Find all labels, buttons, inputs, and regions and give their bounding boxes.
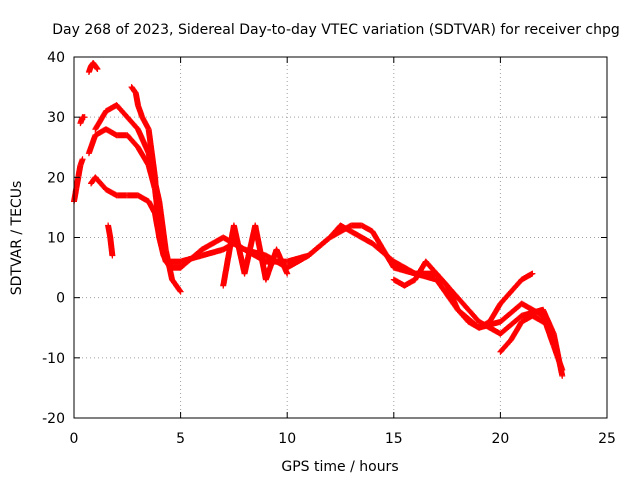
series-trace-3 bbox=[85, 60, 101, 76]
data-series bbox=[71, 60, 566, 379]
series-band bbox=[86, 60, 100, 74]
x-tick-label: 10 bbox=[278, 431, 296, 447]
series-band bbox=[129, 84, 183, 271]
y-tick-label: 20 bbox=[47, 170, 65, 186]
x-tick-label: 15 bbox=[385, 431, 403, 447]
series-trace-11 bbox=[497, 312, 547, 355]
series-trace-10 bbox=[390, 258, 536, 331]
series-trace-7 bbox=[128, 84, 184, 271]
series-band bbox=[498, 313, 546, 354]
series-band bbox=[220, 223, 290, 288]
y-tick-label: -10 bbox=[42, 351, 65, 367]
series-trace-2 bbox=[77, 114, 88, 127]
series-band bbox=[391, 259, 535, 331]
y-tick-label: 0 bbox=[56, 291, 65, 307]
series-trace-9 bbox=[220, 222, 291, 289]
y-tick-label: 40 bbox=[47, 50, 65, 66]
series-trace-6 bbox=[92, 102, 184, 295]
x-tick-label: 25 bbox=[598, 431, 616, 447]
x-tick-label: 5 bbox=[176, 431, 185, 447]
series-band bbox=[105, 223, 116, 258]
y-axis-label: SDTVAR / TECUs bbox=[9, 181, 25, 296]
y-tick-label: 10 bbox=[47, 231, 65, 247]
chart-title: Day 268 of 2023, Sidereal Day-to-day VTE… bbox=[52, 22, 620, 38]
series-trace-8 bbox=[105, 222, 116, 259]
x-tick-label: 20 bbox=[491, 431, 509, 447]
x-axis-label: GPS time / hours bbox=[281, 459, 398, 475]
series-band bbox=[77, 114, 87, 126]
series-trace-5 bbox=[85, 126, 566, 379]
axis-ticks: 0 5 10 15 20 25 -20 -10 0 10 20 30 40 bbox=[42, 50, 616, 447]
x-tick-label: 0 bbox=[70, 431, 79, 447]
y-tick-label: 30 bbox=[47, 110, 65, 126]
y-tick-label: -20 bbox=[42, 411, 65, 427]
